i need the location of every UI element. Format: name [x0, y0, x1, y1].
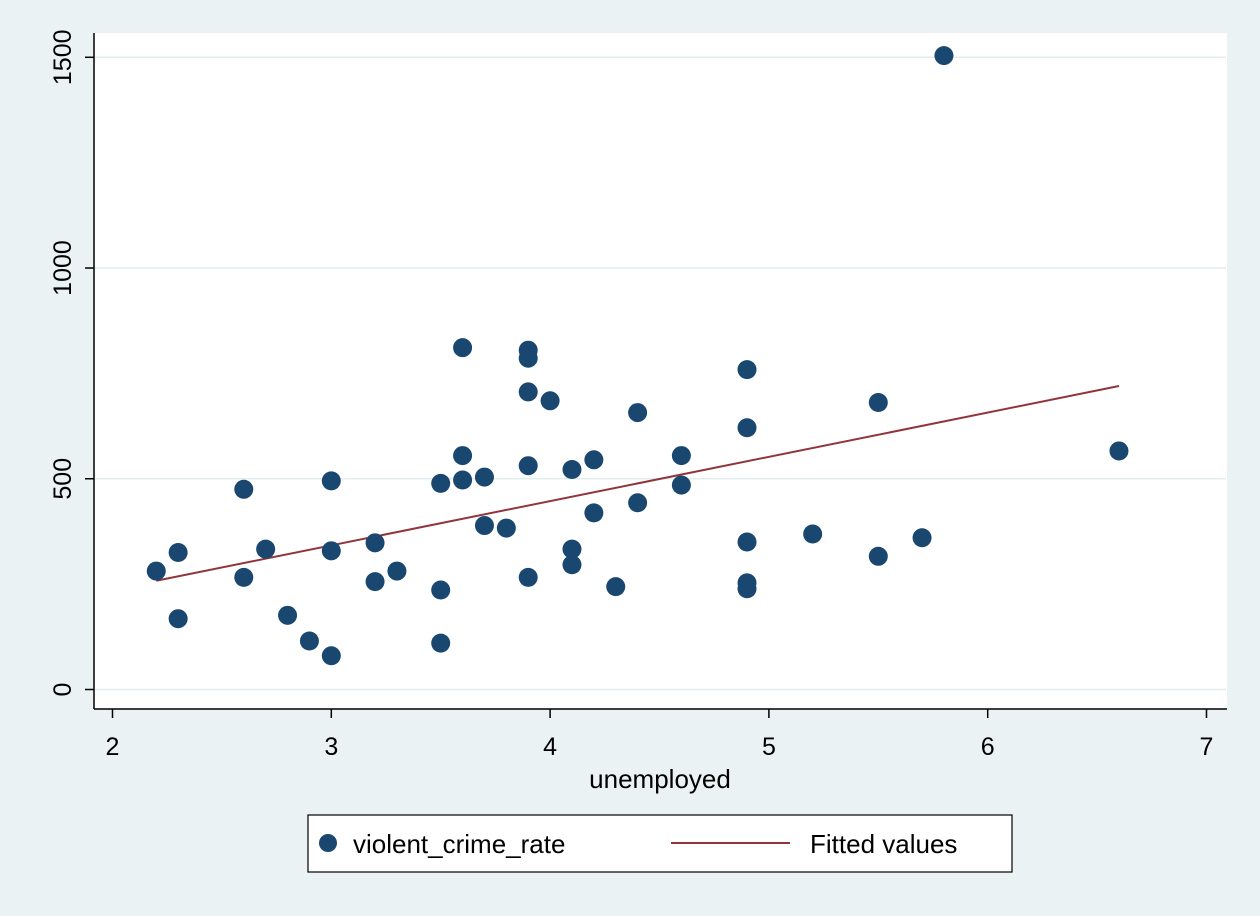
- scatter-point: [518, 382, 538, 402]
- scatter-point: [365, 572, 385, 592]
- scatter-point: [737, 418, 757, 438]
- scatter-point: [321, 471, 341, 491]
- legend-label-fitted-values: Fitted values: [810, 829, 957, 859]
- scatter-point: [431, 473, 451, 493]
- scatter-point: [474, 516, 494, 536]
- scatter-point: [387, 561, 407, 581]
- scatter-point: [737, 360, 757, 380]
- scatter-point: [562, 459, 582, 479]
- scatter-point: [737, 532, 757, 552]
- scatter-point: [606, 577, 626, 597]
- scatter-point: [803, 524, 823, 544]
- scatter-point: [518, 348, 538, 368]
- x-tick-label-2: 2: [106, 733, 120, 761]
- legend-marker-violent-crime-rate: [319, 834, 337, 852]
- data-marks: [146, 46, 1129, 666]
- scatter-point: [584, 450, 604, 470]
- plot-region: [94, 33, 1227, 709]
- scatter-point: [321, 646, 341, 666]
- scatter-point: [868, 392, 888, 412]
- scatter-point: [234, 567, 254, 587]
- y-tick-label-1000: 1000: [49, 240, 77, 296]
- scatter-point: [453, 338, 473, 358]
- scatter-point: [737, 579, 757, 599]
- scatter-point: [431, 580, 451, 600]
- x-tick-label-6: 6: [981, 733, 995, 761]
- scatter-point: [234, 479, 254, 499]
- y-tick-label-0: 0: [49, 683, 77, 697]
- scatter-point: [299, 631, 319, 651]
- scatter-point: [474, 467, 494, 487]
- scatter-point: [453, 446, 473, 466]
- y-tick-label-500: 500: [49, 458, 77, 500]
- scatter-point: [168, 543, 188, 563]
- scatter-point: [934, 46, 954, 66]
- scatter-point: [671, 475, 691, 495]
- scatter-point: [518, 567, 538, 587]
- scatter-point: [453, 470, 473, 490]
- scatter-point: [1109, 441, 1129, 461]
- scatter-point: [628, 403, 648, 423]
- x-tick-label-3: 3: [324, 733, 338, 761]
- scatter-point: [256, 539, 276, 559]
- x-tick-label-4: 4: [543, 733, 557, 761]
- ticks: 0 500 1000 1500 2 3 4 5 6 7: [49, 29, 1213, 761]
- scatter-point: [868, 546, 888, 566]
- scatter-point: [518, 456, 538, 476]
- scatter-point: [912, 528, 932, 548]
- x-tick-label-7: 7: [1200, 733, 1214, 761]
- y-tick-label-1500: 1500: [49, 29, 77, 85]
- gridlines: [95, 56, 1226, 691]
- axes: [93, 33, 1227, 710]
- scatter-point: [584, 503, 604, 523]
- legend-box: [307, 814, 1013, 873]
- scatter-point: [365, 533, 385, 553]
- scatter-point: [278, 605, 298, 625]
- legend: violent_crime_rate Fitted values: [307, 814, 1013, 873]
- scatter-point: [540, 391, 560, 411]
- x-axis-title: unemployed: [589, 764, 731, 794]
- scatter-point: [671, 446, 691, 466]
- scatter-point: [146, 561, 166, 581]
- scatter-point: [168, 609, 188, 629]
- x-tick-label-5: 5: [762, 733, 776, 761]
- scatter-point: [628, 493, 648, 513]
- scatter-point: [431, 633, 451, 653]
- scatter-point: [321, 541, 341, 561]
- legend-label-violent-crime-rate: violent_crime_rate: [353, 829, 565, 859]
- scatter-point: [562, 555, 582, 575]
- fitted-line: [156, 385, 1120, 582]
- scatter-point: [496, 518, 516, 538]
- scatter-point: [562, 539, 582, 559]
